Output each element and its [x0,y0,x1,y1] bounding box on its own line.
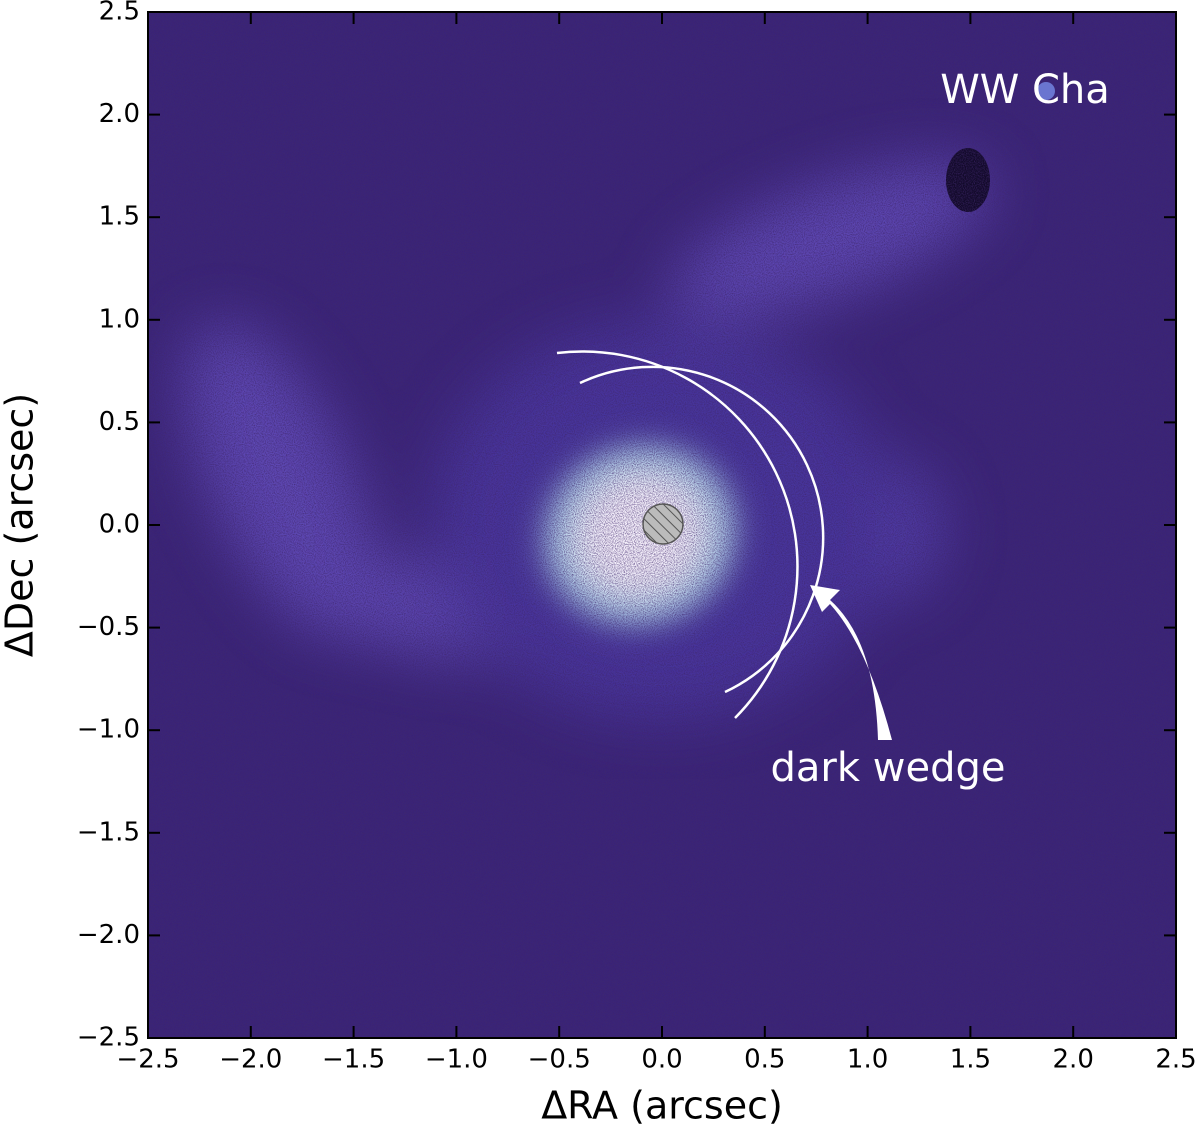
x-tick-label: 0.0 [641,1045,682,1075]
x-tick-label: 2.5 [1155,1045,1196,1075]
x-tick-label: −2.0 [219,1045,282,1075]
x-tick-label: 1.5 [950,1045,991,1075]
wedge-label: dark wedge [771,745,1006,791]
y-tick-label: −2.0 [77,920,140,950]
x-tick-label: 0.5 [744,1045,785,1075]
inner-arc [579,365,825,694]
y-tick-label: 1.5 [99,202,140,232]
y-tick-label: −2.5 [77,1023,140,1053]
y-tick-label: −0.5 [77,612,140,642]
y-tick-label: 0.5 [99,407,140,437]
y-tick-label: −1.0 [77,715,140,745]
arrow [810,585,892,740]
x-tick-label: −1.0 [425,1045,488,1075]
y-tick-label: 1.0 [99,304,140,334]
y-axis-label: ΔDec (arcsec) [0,393,42,657]
x-tick-label: −1.5 [322,1045,385,1075]
x-tick-label: 1.0 [847,1045,888,1075]
x-axis-label: ΔRA (arcsec) [541,1084,783,1128]
coronagraph-mask [642,503,684,545]
x-tick-label: 2.0 [1053,1045,1094,1075]
y-tick-label: 2.0 [99,99,140,129]
y-tick-label: −1.5 [77,817,140,847]
y-tick-label: 0.0 [99,510,140,540]
x-tick-label: −0.5 [528,1045,591,1075]
y-tick-label: 2.5 [99,0,140,27]
x-tick-label: −2.5 [116,1045,179,1075]
target-label: WW Cha [940,67,1110,113]
